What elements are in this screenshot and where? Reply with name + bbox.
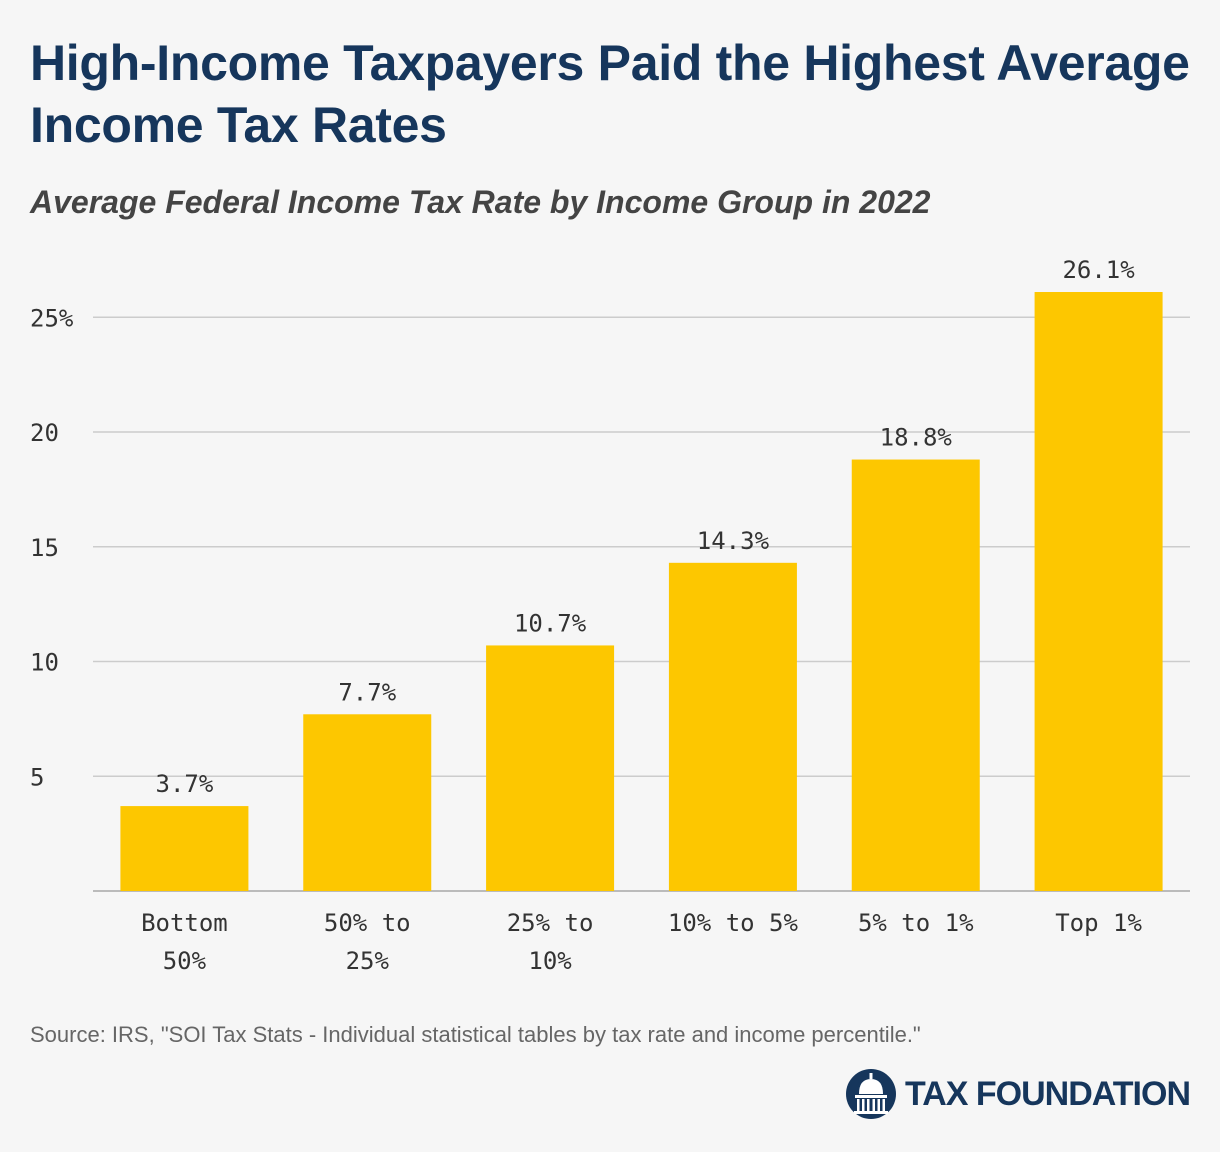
logo-text: TAX FOUNDATION <box>904 1074 1191 1113</box>
x-tick-label-0-0: Bottom <box>141 909 228 937</box>
x-tick-label-1-0: 50% to <box>324 909 411 937</box>
bar-4 <box>851 459 980 891</box>
bar-5 <box>1034 292 1163 891</box>
chart-title: High-Income Taxpayers Paid the Highest A… <box>30 35 1190 153</box>
value-label-3: 14.3% <box>697 527 770 555</box>
value-label-2: 10.7% <box>514 609 587 637</box>
value-label-0: 3.7% <box>156 770 214 798</box>
x-tick-label-2-1: 10% <box>528 947 572 975</box>
y-tick-label-15: 15 <box>30 534 59 562</box>
value-label-5: 26.1% <box>1062 256 1135 284</box>
source-note: Source: IRS, "SOI Tax Stats - Individual… <box>30 1022 921 1047</box>
y-tick-label-5: 5 <box>30 763 44 791</box>
bar-3 <box>668 562 797 891</box>
x-tick-label-5-0: Top 1% <box>1055 909 1142 937</box>
chart-subtitle: Average Federal Income Tax Rate by Incom… <box>30 184 931 220</box>
x-tick-label-0-1: 50% <box>163 947 207 975</box>
bar-1 <box>303 714 432 891</box>
y-tick-label-10: 10 <box>30 649 59 677</box>
value-label-4: 18.8% <box>880 424 953 452</box>
bar-chart: 5 10 15 20 25% 3.7% Bottom 50% 7.7% 50% to 25% 10.7… <box>30 256 1190 975</box>
x-tick-label-3-0: 10% to 5% <box>668 909 799 937</box>
capitol-dome-icon <box>845 1069 896 1119</box>
bar-0 <box>120 806 249 891</box>
y-tick-label-20: 20 <box>30 419 59 447</box>
bar-2 <box>486 645 615 891</box>
x-tick-label-4-0: 5% to 1% <box>858 909 974 937</box>
x-tick-label-2-0: 25% to <box>507 909 594 937</box>
x-tick-label-1-1: 25% <box>346 947 390 975</box>
y-tick-label-25: 25% <box>30 304 74 332</box>
tax-foundation-logo: TAX FOUNDATION <box>845 1068 1191 1120</box>
value-label-1: 7.7% <box>338 678 396 706</box>
